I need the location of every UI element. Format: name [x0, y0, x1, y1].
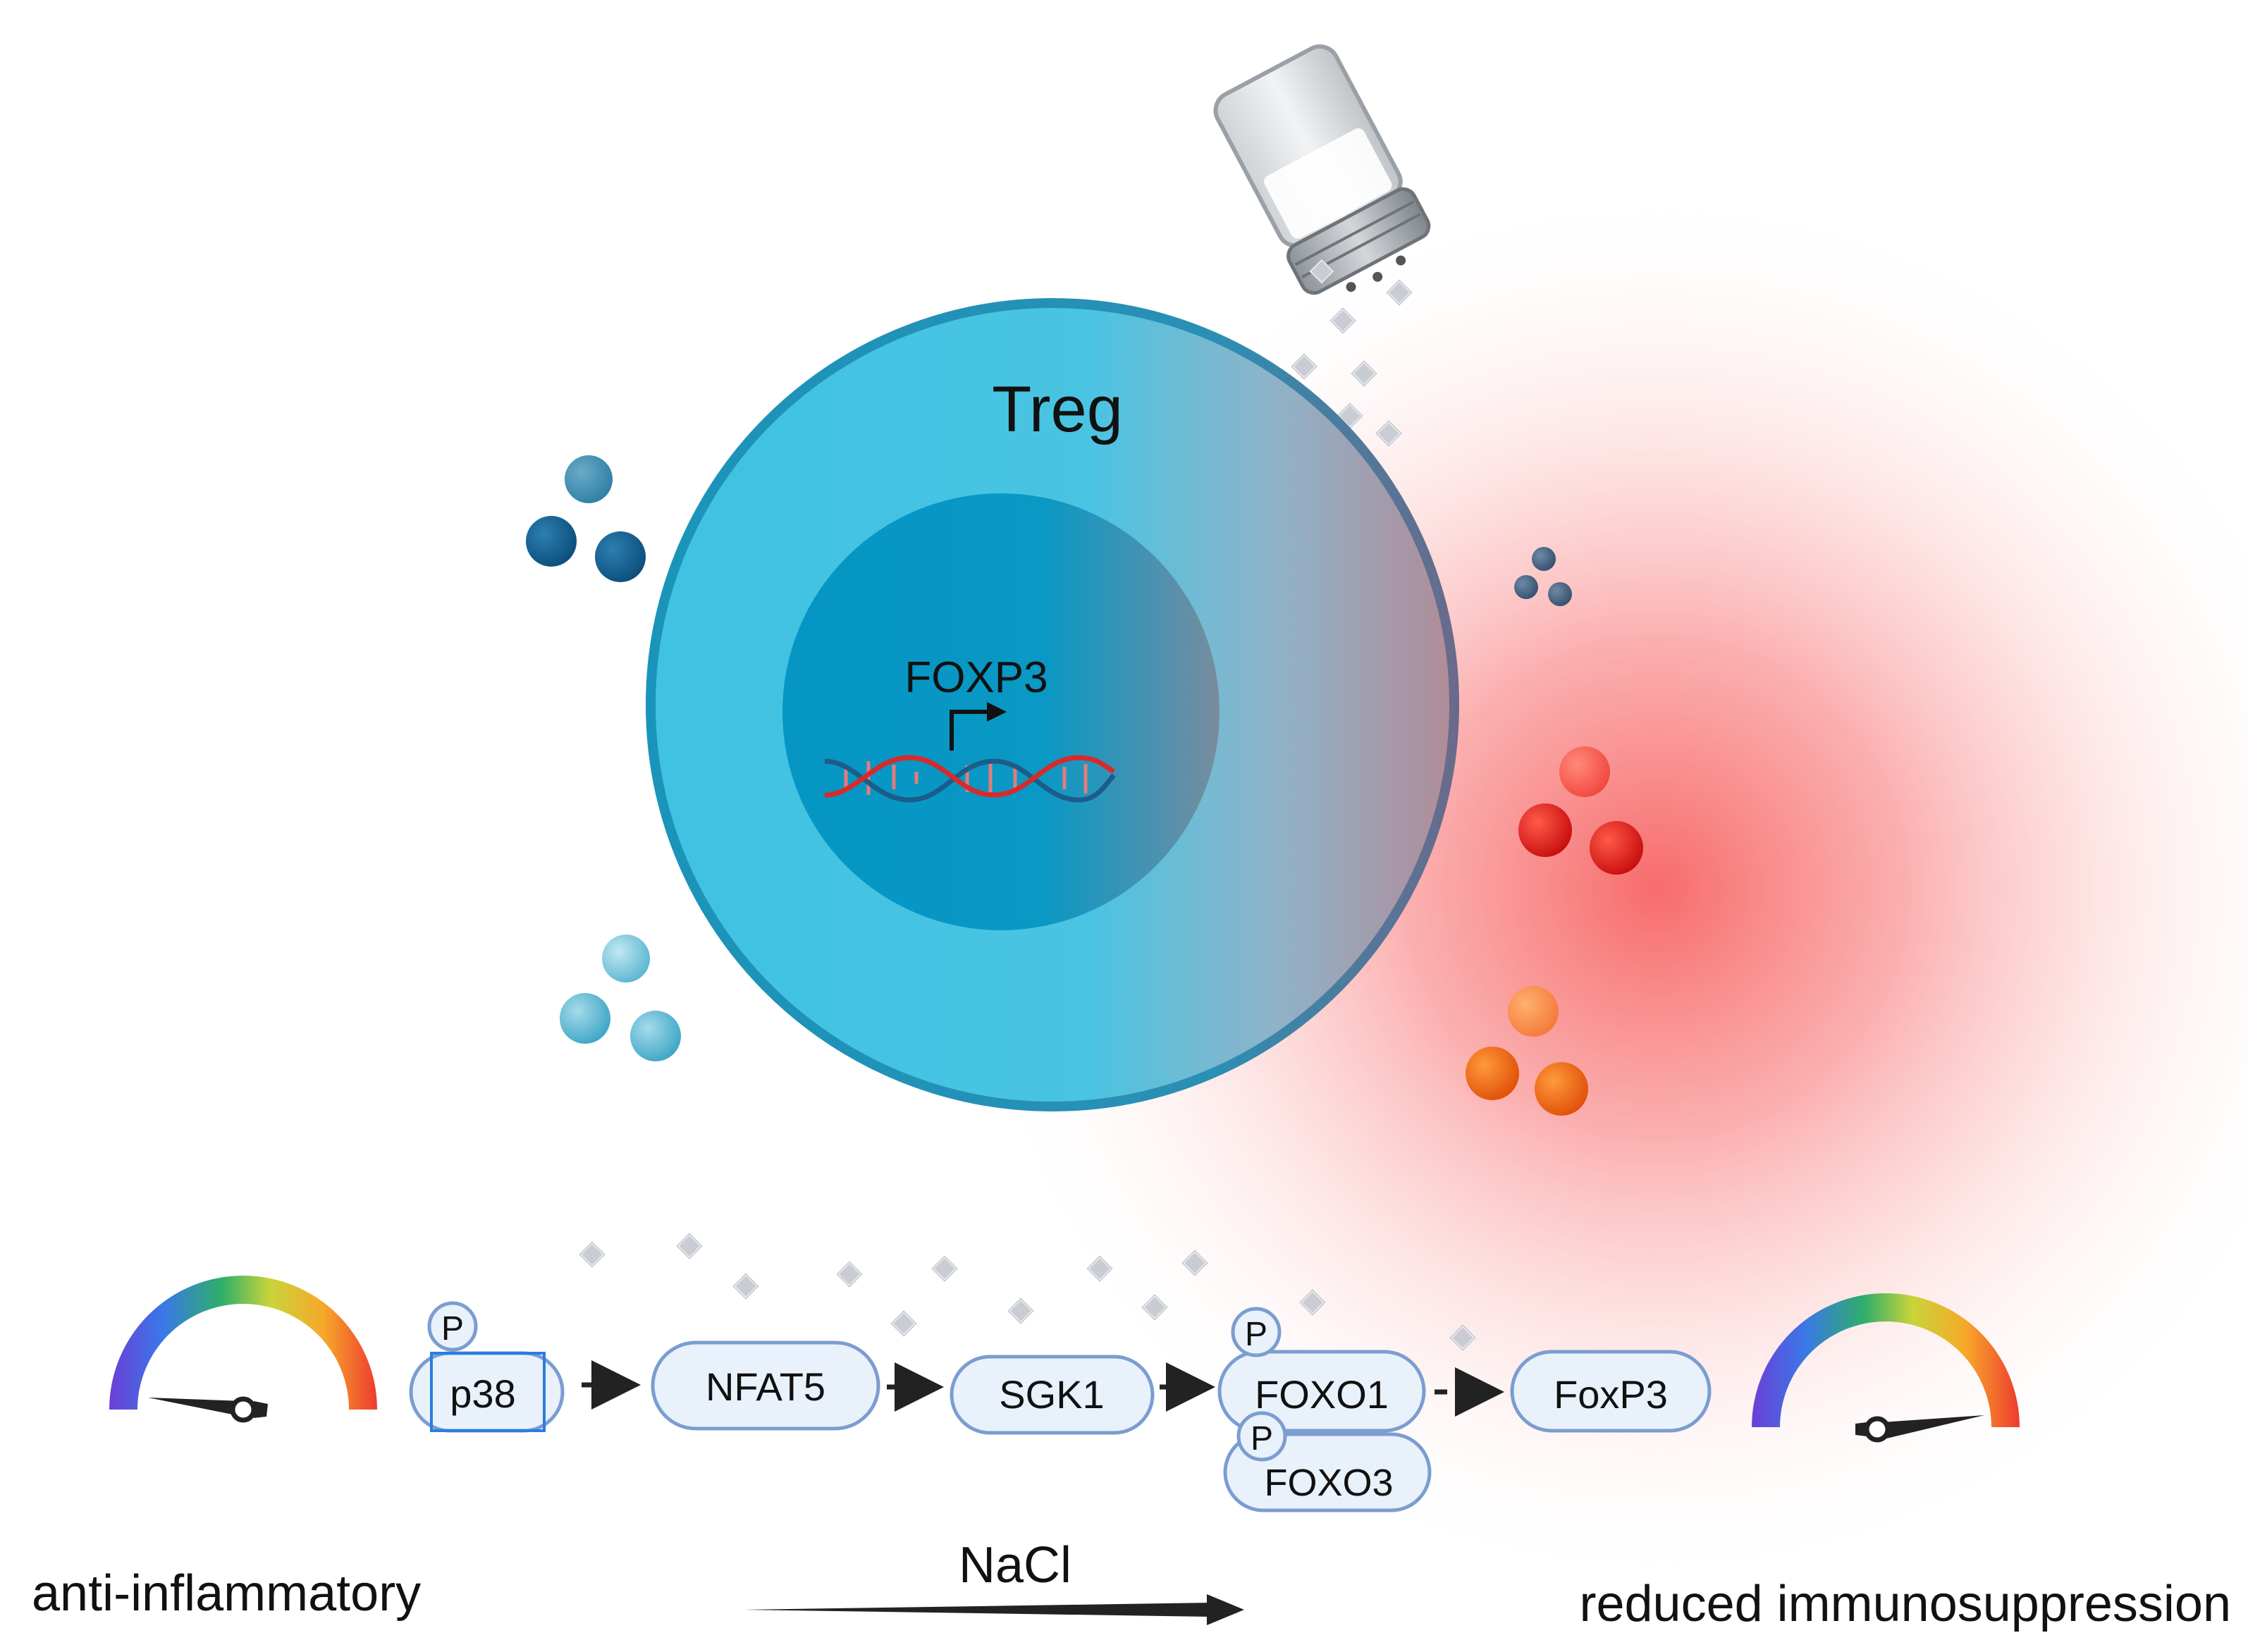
svg-text:P: P — [1245, 1316, 1267, 1353]
foxo3-label: FOXO3 — [1264, 1462, 1393, 1504]
cytokine-cluster-light-blue — [560, 935, 681, 1061]
salt-shaker-icon — [1213, 44, 1431, 295]
phospho-badge-foxo3: P — [1236, 1411, 1287, 1462]
pathway-node-sgk1: SGK1 — [950, 1355, 1155, 1435]
left-state-label: anti-inflammatory — [32, 1565, 421, 1622]
nfat5-label: NFAT5 — [706, 1364, 825, 1409]
sgk1-label: SGK1 — [999, 1372, 1104, 1417]
phospho-badge-p38: P — [427, 1301, 478, 1352]
anti-inflammatory-gauge-icon — [109, 1276, 377, 1423]
reduced-immunosuppression-gauge-icon — [1752, 1293, 2020, 1443]
treatment-label: NaCl — [959, 1537, 1071, 1594]
right-state-label: reduced immunosuppression — [1579, 1576, 2231, 1632]
cytokine-cluster-slate-small — [1514, 547, 1572, 606]
pathway-arrows — [582, 1360, 1504, 1417]
p38-label: p38 — [450, 1371, 515, 1416]
svg-text:P: P — [1251, 1420, 1273, 1457]
pathway-node-foxo1: FOXO1 — [1217, 1350, 1426, 1433]
foxo1-label: FOXO1 — [1255, 1372, 1389, 1417]
dna-helix-icon — [824, 755, 1116, 803]
cell-label: Treg — [992, 374, 1123, 445]
phospho-badge-foxo1: P — [1231, 1307, 1282, 1357]
nacl-gradient-arrow — [744, 1594, 1244, 1625]
pathway-node-nfat5: NFAT5 — [651, 1340, 880, 1431]
cytokine-cluster-orange — [1466, 986, 1588, 1116]
pathway-node-p38: p38 — [409, 1351, 565, 1433]
transcription-start-arrow-icon — [950, 702, 1007, 751]
cytokine-cluster-dark-blue — [526, 455, 646, 582]
pathway-node-foxp3: FoxP3 — [1510, 1350, 1712, 1433]
gene-label: FOXP3 — [904, 653, 1048, 702]
foxp3-label: FoxP3 — [1554, 1372, 1668, 1417]
svg-text:P: P — [441, 1310, 464, 1348]
cytokine-cluster-red — [1518, 746, 1643, 875]
